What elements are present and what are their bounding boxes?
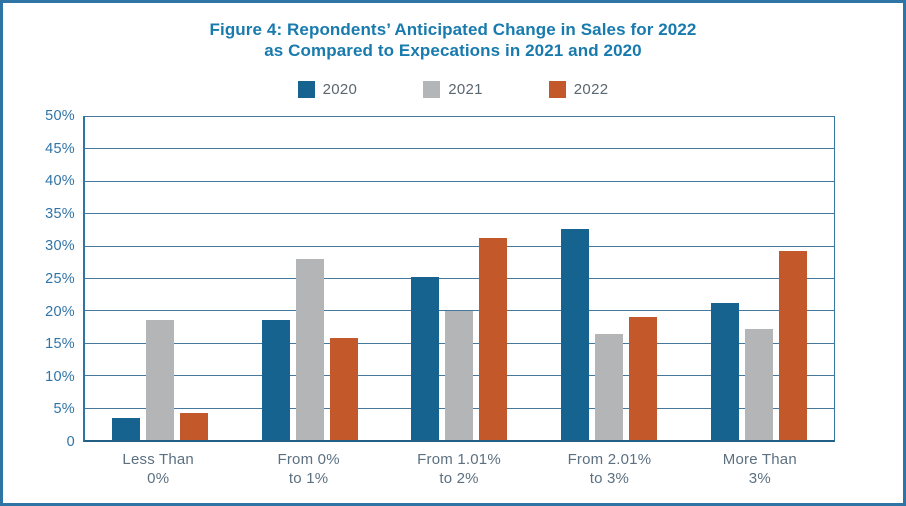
legend-item-2020: 2020 (297, 80, 358, 98)
y-tick-label-40: 40% (45, 173, 75, 190)
x-category-label-line: From 1.01% (417, 451, 501, 468)
bar-2020-2 (261, 320, 290, 440)
y-tick-label-45: 45% (45, 140, 75, 157)
x-category-label-1: Less Than 0% (83, 450, 233, 488)
legend-label-2021: 2021 (448, 80, 483, 98)
bar-2021-1 (145, 320, 174, 440)
x-category-label-line: From 0% (277, 451, 340, 468)
x-category-label-line: More Than (722, 451, 797, 468)
y-tick-label-15: 15% (45, 336, 75, 353)
legend-item-2021: 2021 (423, 80, 483, 98)
legend-swatch-2021 (423, 80, 441, 98)
bar-2022-5 (779, 250, 808, 440)
bar-2020-3 (411, 276, 440, 440)
bar-2022-2 (329, 338, 358, 440)
chart-title: Figure 4: Repondents’ Anticipated Change… (3, 19, 903, 61)
y-axis: 50% 45% 40% 35% 30% 25% 20% 15% 10% 5% 0 (3, 108, 75, 450)
bar-2021-5 (745, 329, 774, 440)
bar-group-2 (261, 116, 358, 440)
chart-title-line1: Figure 4: Repondents’ Anticipated Change… (209, 20, 697, 39)
x-category-label-line: Less Than (122, 451, 194, 468)
bar-group-1 (111, 116, 208, 440)
bar-group-3 (411, 116, 508, 440)
y-tick-label-35: 35% (45, 205, 75, 222)
bar-2020-1 (111, 417, 140, 440)
x-category-label-4: From 2.01% to 3% (534, 450, 684, 488)
bar-2021-2 (295, 259, 324, 440)
x-category-label-2: From 0% to 1% (233, 450, 383, 488)
x-axis: Less Than 0% From 0% to 1% From 1.01% to 2% Fr… (83, 450, 835, 488)
bar-2022-1 (179, 413, 208, 440)
y-tick-label-20: 20% (45, 303, 75, 320)
bar-2021-3 (445, 311, 474, 440)
y-tick-label-0: 0 (66, 434, 75, 450)
y-tick-label-10: 10% (45, 368, 75, 385)
legend-item-2022: 2022 (548, 80, 609, 98)
bar-2022-3 (479, 237, 508, 440)
gridline-30 (85, 245, 834, 247)
legend-label-2020: 2020 (322, 80, 358, 98)
bar-2022-4 (629, 316, 658, 440)
x-category-label-line: to 1% (288, 470, 329, 487)
y-tick-label-25: 25% (45, 271, 75, 287)
x-category-label-5: More Than 3% (685, 450, 835, 488)
gridline-40 (85, 180, 834, 182)
bar-group-4 (561, 116, 658, 440)
gridline-35 (85, 213, 834, 215)
x-category-label-line: to 3% (589, 470, 630, 487)
legend-swatch-2022 (548, 80, 566, 98)
chart-title-line2: as Compared to Expecations in 2021 and 2… (264, 41, 642, 60)
bar-2020-5 (711, 303, 740, 440)
legend-swatch-2020 (297, 80, 315, 98)
gridline-45 (85, 148, 834, 150)
gridline-20 (85, 310, 834, 312)
bar-group-5 (711, 116, 808, 440)
y-tick-label-50: 50% (45, 108, 75, 124)
gridline-50 (85, 116, 834, 117)
bar-2020-4 (561, 228, 590, 440)
bar-groups (85, 116, 834, 440)
x-category-label-line: From 2.01% (567, 451, 652, 468)
y-tick-label-5: 5% (53, 401, 75, 418)
x-category-label-line: 3% (748, 470, 771, 487)
chart-legend: 2020 2021 2022 (3, 79, 903, 99)
legend-label-2022: 2022 (573, 80, 609, 98)
gridline-25 (85, 278, 834, 279)
plot-area (83, 116, 835, 442)
x-category-label-line: 0% (147, 470, 170, 487)
y-tick-label-30: 30% (45, 238, 75, 255)
x-category-label-line: to 2% (439, 470, 479, 487)
x-category-label-3: From 1.01% to 2% (384, 450, 534, 488)
bar-2021-4 (595, 333, 624, 440)
